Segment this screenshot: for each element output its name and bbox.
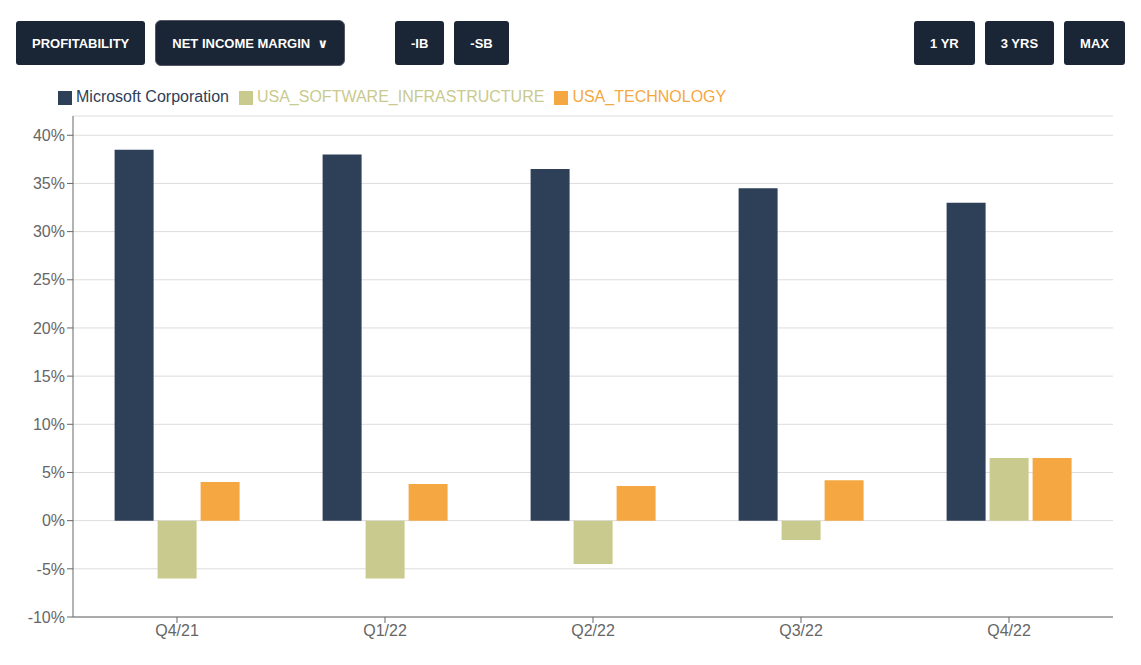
svg-text:Q1/22: Q1/22: [363, 622, 407, 639]
svg-text:-5%: -5%: [37, 561, 65, 578]
svg-text:25%: 25%: [33, 271, 65, 288]
svg-text:Q4/22: Q4/22: [987, 622, 1031, 639]
svg-text:35%: 35%: [33, 175, 65, 192]
html-text:PROFITABILITY: PROFITABILITY: [32, 35, 130, 51]
html-text:NET INCOME MARGIN ∨: NET INCOME MARGIN ∨: [172, 35, 328, 51]
html-text:USA_SOFTWARE_INFRASTRUCTURE: USA_SOFTWARE_INFRASTRUCTURE: [257, 88, 545, 105]
svg-text:10%: 10%: [33, 416, 65, 433]
svg-text:-10%: -10%: [28, 609, 65, 626]
html-text:3 YRS: 3 YRS: [1000, 35, 1039, 51]
html-text:1 YR: 1 YR: [930, 35, 959, 51]
html-text:-IB: -IB: [411, 35, 429, 51]
html-text:-SB: -SB: [470, 35, 493, 51]
svg-text:0%: 0%: [42, 512, 65, 529]
svg-text:Q3/22: Q3/22: [779, 622, 823, 639]
svg-text:15%: 15%: [33, 368, 65, 385]
html-text:MAX: MAX: [1080, 35, 1109, 51]
svg-text:Q4/21: Q4/21: [155, 622, 199, 639]
html-text:Microsoft Corporation: Microsoft Corporation: [76, 88, 229, 105]
html-text:USA_TECHNOLOGY: USA_TECHNOLOGY: [572, 88, 727, 105]
svg-text:Q2/22: Q2/22: [571, 622, 615, 639]
svg-text:20%: 20%: [33, 320, 65, 337]
svg-text:40%: 40%: [33, 127, 65, 144]
svg-text:5%: 5%: [42, 464, 65, 481]
svg-text:30%: 30%: [33, 223, 65, 240]
